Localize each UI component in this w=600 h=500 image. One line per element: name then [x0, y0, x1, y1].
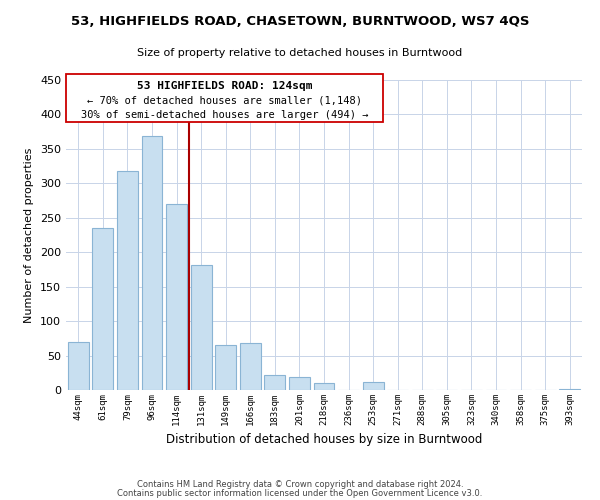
Bar [117, 171, 138, 390]
X-axis label: Distribution of detached houses by size in Burntwood: Distribution of detached houses by size … [166, 434, 482, 446]
Text: ← 70% of detached houses are smaller (1,148): ← 70% of detached houses are smaller (1,… [87, 95, 362, 105]
Bar [265, 375, 286, 390]
Bar [289, 377, 310, 390]
Bar [362, 382, 383, 390]
Bar [142, 136, 163, 390]
Bar [215, 345, 236, 390]
Bar [92, 228, 113, 390]
FancyBboxPatch shape [66, 74, 383, 122]
Y-axis label: Number of detached properties: Number of detached properties [25, 148, 34, 322]
Bar [559, 388, 580, 390]
Text: Size of property relative to detached houses in Burntwood: Size of property relative to detached ho… [137, 48, 463, 58]
Text: Contains HM Land Registry data © Crown copyright and database right 2024.: Contains HM Land Registry data © Crown c… [137, 480, 463, 489]
Bar [191, 264, 212, 390]
Text: 30% of semi-detached houses are larger (494) →: 30% of semi-detached houses are larger (… [81, 110, 368, 120]
Bar [68, 342, 89, 390]
Bar [240, 343, 261, 390]
Text: Contains public sector information licensed under the Open Government Licence v3: Contains public sector information licen… [118, 488, 482, 498]
Text: 53 HIGHFIELDS ROAD: 124sqm: 53 HIGHFIELDS ROAD: 124sqm [137, 80, 313, 90]
Bar [166, 204, 187, 390]
Text: 53, HIGHFIELDS ROAD, CHASETOWN, BURNTWOOD, WS7 4QS: 53, HIGHFIELDS ROAD, CHASETOWN, BURNTWOO… [71, 15, 529, 28]
Bar [314, 383, 334, 390]
